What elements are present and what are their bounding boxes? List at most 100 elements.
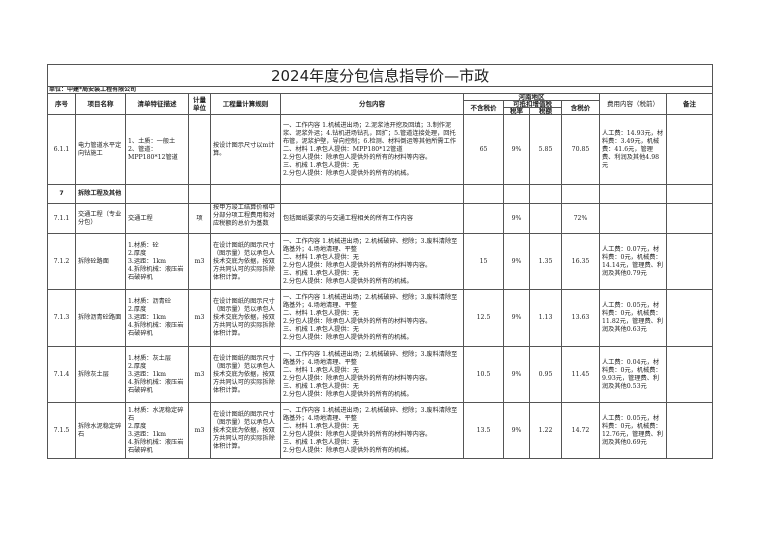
cell-no-tax: 13.5	[463, 402, 504, 459]
cell-fees: 人工费：14.93元，材料费：3.49元，机械费：41.6元，管理费、利润及其他…	[599, 114, 667, 185]
cell-remark	[665, 203, 714, 234]
cell-seq: 7.1.4	[47, 346, 76, 403]
cell-unit: m3	[188, 233, 211, 290]
price-table: 2024年度分包信息指导价—市政 单位：中建*局安装工程有限公司 序号 项目名称…	[46, 64, 714, 459]
cell-content: 一、工作内容 1.机械进出场；2.机械破碎、挖除；3.废料清除至路基外；4.场地…	[280, 289, 464, 347]
cell-content: 一、工作内容 1.机械进出场；2.机械破碎、挖除；3.废料清除至路基外；4.场地…	[280, 233, 464, 290]
cell-tax-rate: 9%	[503, 233, 530, 290]
cell-with-tax: 72%	[561, 203, 600, 234]
unit-line: 单位：中建*局安装工程有限公司	[46, 86, 714, 94]
empty-cell	[280, 184, 464, 204]
empty-cell	[210, 184, 281, 204]
cell-remark	[665, 346, 714, 403]
table-row: 7.1.3 拆除沥青砼路面 1.材质：沥青砼 2.厚度 3.运距：1km 4.拆除机…	[47, 289, 714, 347]
cell-tax-rate: 9%	[503, 346, 530, 403]
cell-tax-amount: 0.95	[529, 346, 562, 403]
empty-cell	[529, 184, 562, 204]
empty-cell	[125, 184, 189, 204]
empty-cell	[561, 184, 600, 204]
cell-name: 交通工程（专业分包）	[75, 203, 126, 234]
cell-no-tax: 10.5	[463, 346, 504, 403]
cell-with-tax: 13.63	[561, 289, 600, 347]
header-deductible: 可抵扣增值税	[503, 100, 562, 108]
table-row: 7.1.2 拆除砼路面 1.材质：砼 2.厚度 3.运距：1km 4.拆除机械：液压…	[47, 233, 714, 290]
cell-desc: 1、土质：一般土 2、管道： MPP180*12管道	[125, 114, 189, 185]
header-tax-amount: 税额	[529, 107, 562, 115]
cell-seq: 7.1.1	[47, 203, 76, 234]
cell-fees: 人工费：0.05元，材料费：0元，机械费：11.82元，管理费、利润及其他0.6…	[599, 289, 667, 347]
header-seq: 序号	[47, 93, 76, 115]
cell-no-tax: 15	[463, 233, 504, 290]
cell-content: 一、工作内容 1.机械进出场；2.机械破碎、挖除；3.废料清除至路基外；4.场地…	[280, 346, 464, 403]
cell-name: 拆除工程及其他	[75, 184, 126, 204]
cell-unit: m3	[188, 289, 211, 347]
cell-with-tax: 70.85	[561, 114, 600, 185]
empty-cell	[665, 184, 714, 204]
cell-content: 一、工作内容 1.机械进出场；2.泥浆池开挖及回填；3.制作泥浆、泥浆外运；4.…	[280, 114, 464, 185]
cell-unit: m3	[188, 402, 211, 459]
cell-no-tax	[463, 203, 504, 234]
cell-unit	[188, 114, 211, 185]
cell-content: 包括图纸要求的与交通工程相关的所有工作内容	[280, 203, 464, 234]
cell-name: 拆除灰土层	[75, 346, 126, 403]
table-row: 7.1.5 拆除水泥稳定碎石 1.材质：水泥稳定碎石 2.厚度 3.运距：1km 4…	[47, 402, 714, 459]
cell-name: 拆除砼路面	[75, 233, 126, 290]
cell-rule: 按设计图示尺寸以m计算。	[210, 114, 281, 185]
empty-cell	[463, 184, 504, 204]
cell-fees: 人工费：0.07元，材料费：0元，机械费：14.14元，管理费、利润及其他0.7…	[599, 233, 667, 290]
table-row: 7.1.4 拆除灰土层 1.材质：灰土层 2.厚度 3.运距：1km 4.拆除机械：…	[47, 346, 714, 403]
header-remark: 备注	[665, 93, 714, 115]
cell-desc: 1.材质：沥青砼 2.厚度 3.运距：1km 4.拆除机械：液压岩石破碎机	[125, 289, 189, 347]
cell-seq: 7	[47, 184, 76, 204]
cell-unit: 项	[188, 203, 211, 234]
cell-rule: 在设计图纸的图示尺寸（图示量）范以承包人技术交底为依据，按双方共同认可的实际拆除…	[210, 402, 281, 459]
cell-tax-amount: 1.13	[529, 289, 562, 347]
page-title: 2024年度分包信息指导价—市政	[46, 64, 714, 87]
cell-name: 电力管道水平定向钻施工	[75, 114, 126, 185]
cell-content: 一、工作内容 1.机械进出场；2.机械破碎、挖除；3.废料清除至路基外；4.场地…	[280, 402, 464, 459]
cell-no-tax: 12.5	[463, 289, 504, 347]
header-no-tax: 不含税价	[463, 100, 504, 115]
cell-seq: 7.1.2	[47, 233, 76, 290]
cell-tax-amount: 1.35	[529, 233, 562, 290]
cell-tax-amount	[529, 203, 562, 234]
cell-fees: 人工费：0.04元，材料费：0元，机械费：9.93元，管理费、利润及其他0.53…	[599, 346, 667, 403]
cell-remark	[665, 402, 714, 459]
cell-rule: 按甲方竣工结算价格中分部分项工程费用和对应税额的总价为基数	[210, 203, 281, 234]
cell-with-tax: 16.35	[561, 233, 600, 290]
header-content: 分包内容	[280, 93, 464, 115]
cell-remark	[665, 289, 714, 347]
cell-unit: m3	[188, 346, 211, 403]
cell-fees	[599, 203, 667, 234]
cell-seq: 7.1.3	[47, 289, 76, 347]
header-tax-rate: 税率	[503, 107, 530, 115]
empty-cell	[188, 184, 211, 204]
cell-rule: 在设计图纸的图示尺寸（图示量）范以承包人技术交底为依据，按双方共同认可的实际拆除…	[210, 346, 281, 403]
cell-no-tax: 65	[463, 114, 504, 185]
cell-remark	[665, 114, 714, 185]
header-name: 项目名称	[75, 93, 126, 115]
cell-desc: 1.材质：灰土层 2.厚度 3.运距：1km 4.拆除机械：液压岩石破碎机	[125, 346, 189, 403]
table-row: 6.1.1 电力管道水平定向钻施工 1、土质：一般土 2、管道： MPP180*12…	[47, 114, 714, 185]
empty-cell	[503, 184, 530, 204]
cell-with-tax: 11.45	[561, 346, 600, 403]
cell-tax-amount: 5.85	[529, 114, 562, 185]
header-fees: 费用内容（税前）	[599, 93, 667, 115]
empty-cell	[599, 184, 667, 204]
cell-desc: 交通工程	[125, 203, 189, 234]
table-row: 7.1.1 交通工程（专业分包） 交通工程项按甲方竣工结算价格中分部分项工程费用和对…	[47, 203, 714, 234]
table-row: 7 拆除工程及其他	[47, 184, 714, 204]
cell-rule: 在设计图纸的图示尺寸（图示量）范以承包人技术交底为依据，按双方共同认可的实际拆除…	[210, 233, 281, 290]
price-sheet: 2024年度分包信息指导价—市政 单位：中建*局安装工程有限公司 序号 项目名称…	[46, 64, 714, 459]
cell-tax-rate: 9%	[503, 203, 530, 234]
header-rule: 工程量计算规则	[210, 93, 281, 115]
cell-tax-amount: 1.22	[529, 402, 562, 459]
cell-remark	[665, 233, 714, 290]
cell-seq: 6.1.1	[47, 114, 76, 185]
cell-desc: 1.材质：砼 2.厚度 3.运距：1km 4.拆除机械：液压岩石破碎机	[125, 233, 189, 290]
cell-with-tax: 14.72	[561, 402, 600, 459]
cell-seq: 7.1.5	[47, 402, 76, 459]
cell-tax-rate: 9%	[503, 289, 530, 347]
cell-name: 拆除水泥稳定碎石	[75, 402, 126, 459]
header-region: 河南地区	[463, 93, 600, 101]
